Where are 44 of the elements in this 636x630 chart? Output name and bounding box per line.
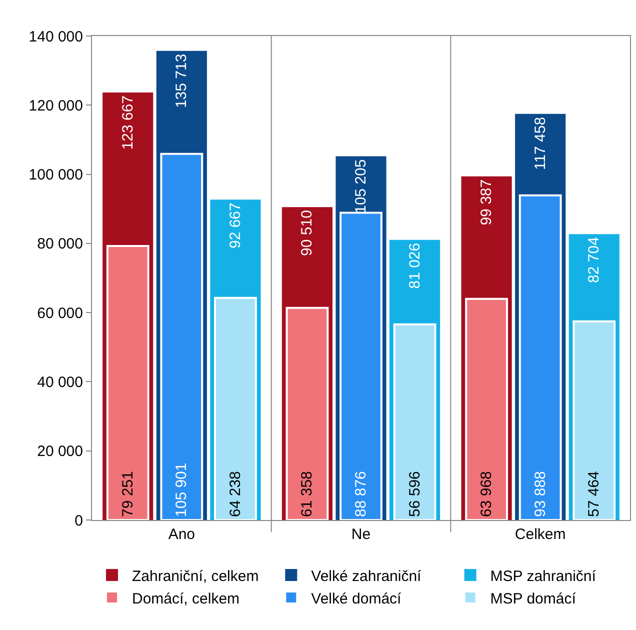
data-label: 92 667 [226, 202, 244, 249]
x-tick-label: Ne [351, 526, 371, 543]
data-label: 135 713 [173, 54, 190, 108]
y-tick-label: 60 000 [37, 304, 83, 322]
y-tick-label: 140 000 [28, 28, 83, 46]
legend-label: Velké domácí [311, 590, 402, 608]
data-label: 82 704 [586, 237, 603, 283]
bar [465, 298, 508, 520]
data-label: 63 968 [478, 471, 496, 517]
data-label: 117 458 [532, 116, 549, 170]
data-label: 123 667 [119, 95, 136, 150]
bar [572, 320, 616, 520]
bar [214, 296, 257, 520]
y-tick-label: 120 000 [28, 97, 83, 114]
bar [160, 152, 204, 520]
bar [106, 245, 150, 520]
bar [286, 306, 329, 520]
data-label: 56 596 [406, 471, 424, 517]
bar [518, 194, 562, 520]
y-tick-label: 40 000 [37, 374, 83, 391]
y-tick-label: 0 [74, 512, 83, 530]
y-tick-label: 20 000 [37, 443, 83, 460]
y-tick-label: 80 000 [37, 236, 83, 253]
y-tick-label: 100 000 [28, 166, 83, 184]
data-label: 57 464 [586, 471, 603, 517]
data-label: 105 205 [352, 159, 370, 214]
data-label: 88 876 [352, 471, 370, 517]
data-label: 90 510 [298, 210, 316, 256]
data-label: 64 238 [226, 471, 244, 517]
data-label: 93 888 [532, 471, 549, 517]
data-label: 81 026 [406, 242, 424, 289]
legend-label: MSP domácí [490, 590, 577, 608]
legend-label: Zahraniční, celkem [132, 568, 259, 585]
data-label: 99 387 [478, 179, 496, 226]
x-tick-label: Ano [168, 526, 196, 543]
data-label: 105 901 [173, 462, 190, 517]
data-label: 61 358 [298, 471, 316, 517]
legend-label: MSP zahraniční [490, 568, 597, 585]
x-tick-label: Celkem [514, 526, 566, 543]
bar [393, 323, 436, 520]
legend-label: Velké zahraniční [311, 568, 422, 585]
legend-label: Domácí, celkem [132, 590, 240, 608]
bar [340, 212, 382, 520]
data-label: 79 251 [119, 471, 136, 517]
